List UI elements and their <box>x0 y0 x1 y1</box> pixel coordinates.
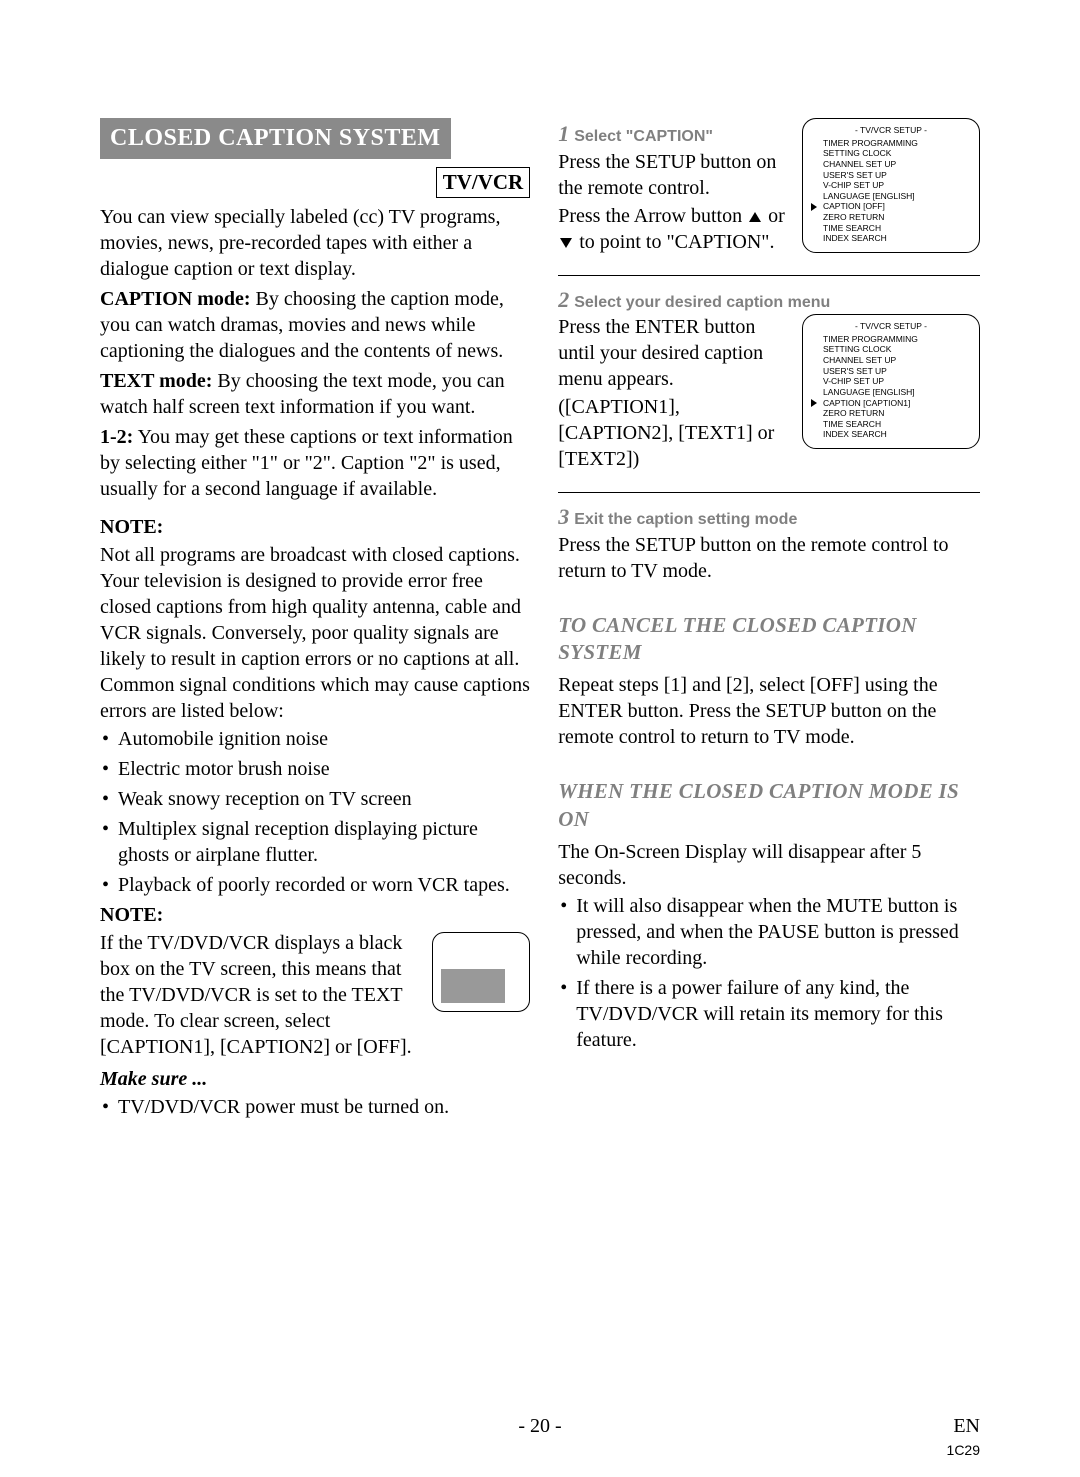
divider <box>558 492 980 493</box>
tv-vcr-badge: TV/VCR <box>436 167 531 198</box>
step3-text: Press the SETUP button on the remote con… <box>558 532 980 584</box>
menu-item: USER'S SET UP <box>813 170 969 181</box>
whenon-bullets: It will also disappear when the MUTE but… <box>558 893 980 1053</box>
list-item: It will also disappear when the MUTE but… <box>558 893 980 971</box>
page-number: - 20 - <box>100 1413 980 1439</box>
cancel-text: Repeat steps [1] and [2], select [OFF] u… <box>558 672 980 750</box>
note1-text: Not all programs are broadcast with clos… <box>100 542 530 724</box>
blackbox-illustration <box>432 932 530 1012</box>
step1-num: 1 <box>558 121 569 146</box>
step2-title: Select your desired caption menu <box>574 294 830 311</box>
osd-menu-title: - TV/VCR SETUP - <box>813 321 969 332</box>
list-item: Electric motor brush noise <box>100 756 530 782</box>
menu-item: V-CHIP SET UP <box>813 180 969 191</box>
pointer-icon <box>811 399 817 407</box>
menu-item: CHANNEL SET UP <box>813 159 969 170</box>
step2-line2: ([CAPTION1], [CAPTION2], [TEXT1] or [TEX… <box>558 394 792 472</box>
caption-mode-label: CAPTION mode: <box>100 288 251 310</box>
menu-item: SETTING CLOCK <box>813 344 969 355</box>
section-title: CLOSED CAPTION SYSTEM <box>100 118 451 159</box>
one-two-para: 1-2: You may get these captions or text … <box>100 424 530 502</box>
step1-header: 1 Select "CAPTION" <box>558 120 792 149</box>
cancel-title: TO CANCEL THE CLOSED CAPTION SYSTEM <box>558 612 980 667</box>
step3-header: 3 Exit the caption setting mode <box>558 503 980 532</box>
menu-item: INDEX SEARCH <box>813 429 969 440</box>
one-two-label: 1-2: <box>100 426 133 448</box>
menu-item: TIMER PROGRAMMING <box>813 138 969 149</box>
osd-menu-2: - TV/VCR SETUP - TIMER PROGRAMMING SETTI… <box>802 314 980 449</box>
arrow-up-icon <box>749 212 761 222</box>
osd-menu-title: - TV/VCR SETUP - <box>813 125 969 136</box>
menu-item: V-CHIP SET UP <box>813 376 969 387</box>
step2-num: 2 <box>558 287 569 312</box>
text-mode-para: TEXT mode: By choosing the text mode, yo… <box>100 368 530 420</box>
list-item: If there is a power failure of any kind,… <box>558 975 980 1053</box>
caption-mode-para: CAPTION mode: By choosing the caption mo… <box>100 286 530 364</box>
menu-item-active: CAPTION [OFF] <box>813 201 969 212</box>
step3-num: 3 <box>558 504 569 529</box>
note1-bullets: Automobile ignition noise Electric motor… <box>100 726 530 898</box>
menu-item: ZERO RETURN <box>813 408 969 419</box>
menu-item-active: CAPTION [CAPTION1] <box>813 398 969 409</box>
menu-item: CHANNEL SET UP <box>813 355 969 366</box>
intro-text: You can view specially labeled (cc) TV p… <box>100 204 530 282</box>
list-item: Weak snowy reception on TV screen <box>100 786 530 812</box>
list-item: TV/DVD/VCR power must be turned on. <box>100 1094 530 1120</box>
list-item: Multiplex signal reception displaying pi… <box>100 816 530 868</box>
step1-line2: Press the Arrow button or to point to "C… <box>558 203 792 255</box>
pointer-icon <box>811 203 817 211</box>
menu-item: TIME SEARCH <box>813 223 969 234</box>
osd-menu-1: - TV/VCR SETUP - TIMER PROGRAMMING SETTI… <box>802 118 980 253</box>
note2-label: NOTE: <box>100 902 530 928</box>
menu-item: INDEX SEARCH <box>813 233 969 244</box>
list-item: Automobile ignition noise <box>100 726 530 752</box>
make-sure-label: Make sure ... <box>100 1066 530 1092</box>
menu-item: LANGUAGE [ENGLISH] <box>813 387 969 398</box>
menu-item: USER'S SET UP <box>813 366 969 377</box>
step3-title: Exit the caption setting mode <box>574 511 797 528</box>
menu-item: TIME SEARCH <box>813 419 969 430</box>
menu-item: TIMER PROGRAMMING <box>813 334 969 345</box>
note1-label: NOTE: <box>100 514 530 540</box>
menu-item: SETTING CLOCK <box>813 148 969 159</box>
divider <box>558 275 980 276</box>
step2-line1: Press the ENTER button until your desire… <box>558 314 792 392</box>
whenon-text: The On-Screen Display will disappear aft… <box>558 839 980 891</box>
step1-line1: Press the SETUP button on the remote con… <box>558 149 792 201</box>
text-mode-label: TEXT mode: <box>100 370 212 392</box>
whenon-title: WHEN THE CLOSED CAPTION MODE IS ON <box>558 778 980 833</box>
menu-item: LANGUAGE [ENGLISH] <box>813 191 969 202</box>
make-sure-bullets: TV/DVD/VCR power must be turned on. <box>100 1094 530 1120</box>
step1-title: Select "CAPTION" <box>574 128 713 145</box>
arrow-down-icon <box>560 238 572 248</box>
list-item: Playback of poorly recorded or worn VCR … <box>100 872 530 898</box>
note2-text: If the TV/DVD/VCR displays a black box o… <box>100 930 420 1060</box>
step2-header: 2 Select your desired caption menu <box>558 286 980 315</box>
menu-item: ZERO RETURN <box>813 212 969 223</box>
footer-code: 1C29 <box>947 1441 980 1459</box>
